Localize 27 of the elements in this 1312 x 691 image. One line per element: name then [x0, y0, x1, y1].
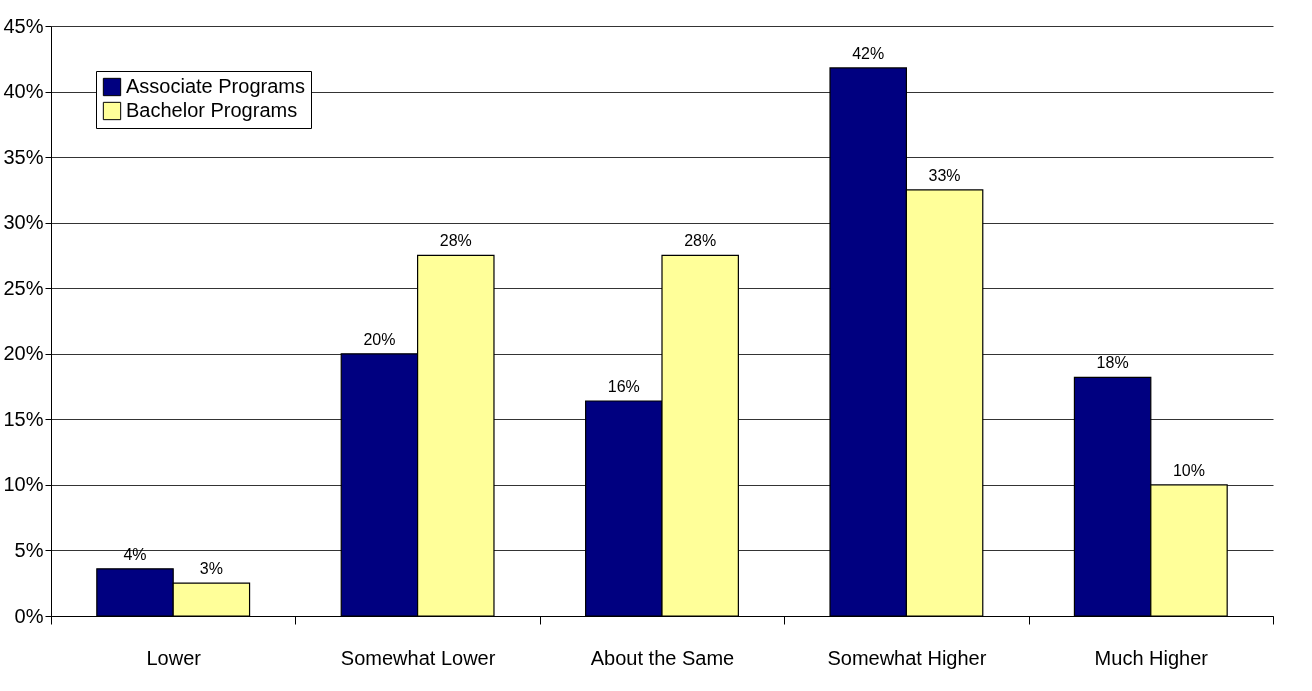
- x-tick-label: Somewhat Higher: [827, 646, 987, 669]
- data-label: 18%: [1096, 354, 1129, 372]
- y-tick-label: 10%: [3, 473, 44, 496]
- y-tick-label: 45%: [3, 14, 44, 37]
- x-tick-label: Much Higher: [1094, 646, 1209, 669]
- y-tick-label: 0%: [14, 604, 44, 627]
- data-label: 3%: [199, 560, 223, 578]
- data-label: 42%: [852, 44, 885, 62]
- y-tick-label: 35%: [3, 145, 44, 168]
- data-label: 33%: [928, 166, 961, 184]
- x-tick-label: Lower: [146, 646, 202, 669]
- y-tick-label: 30%: [3, 211, 44, 234]
- data-label: 28%: [439, 232, 472, 250]
- legend-label: Bachelor Programs: [126, 99, 298, 121]
- data-label: 20%: [363, 330, 396, 348]
- y-tick-label: 20%: [3, 342, 44, 365]
- x-tick-label: About the Same: [590, 646, 735, 669]
- x-tick-label: Somewhat Lower: [340, 646, 496, 669]
- y-tick-label: 15%: [3, 407, 44, 430]
- data-label: 16%: [607, 377, 640, 395]
- y-tick-label: 40%: [3, 80, 44, 103]
- data-label: 10%: [1172, 461, 1205, 479]
- data-label: 4%: [123, 545, 147, 563]
- legend-label: Associate Programs: [126, 75, 305, 97]
- data-label: 28%: [684, 232, 717, 250]
- y-tick-label: 25%: [3, 276, 44, 299]
- y-tick-label: 5%: [14, 538, 44, 561]
